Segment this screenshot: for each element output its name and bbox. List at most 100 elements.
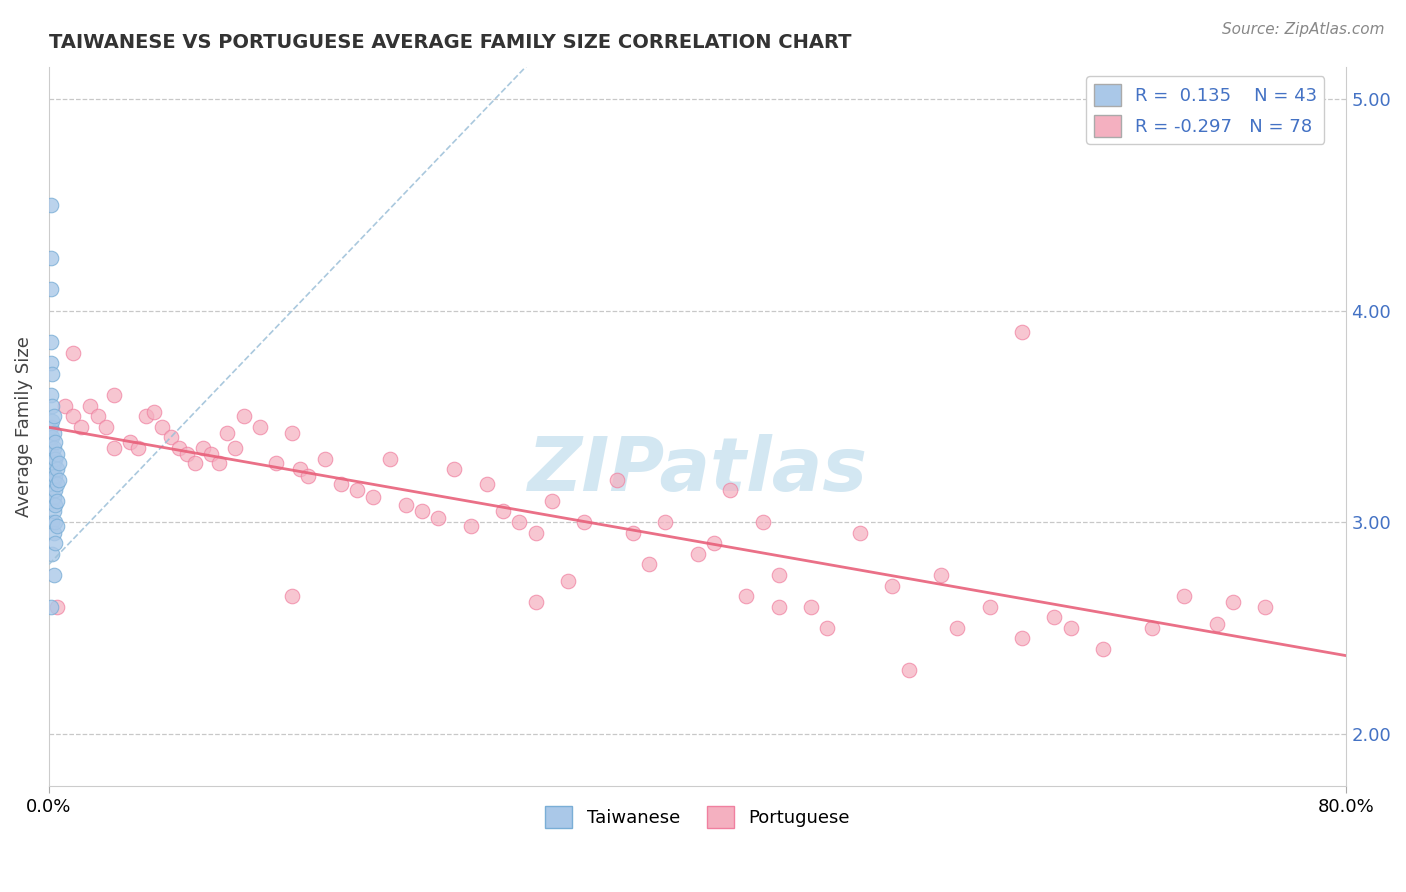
Point [492,504,515,518]
Point [135,409,157,424]
Point [443,462,465,476]
Point [42,456,65,470]
Point [508,515,530,529]
Point [329,477,352,491]
Point [70,420,93,434]
Point [540,494,562,508]
Point [224,441,246,455]
Point [1254,599,1277,614]
Point [897,663,920,677]
Point [39,473,62,487]
Point [638,558,661,572]
Point [395,498,418,512]
Point [42,490,65,504]
Point [427,511,450,525]
Point [208,456,231,470]
Point [200,447,222,461]
Legend: Taiwanese, Portuguese: Taiwanese, Portuguese [538,798,858,835]
Point [1092,642,1115,657]
Point [46,519,69,533]
Point [249,420,271,434]
Point [42,525,65,540]
Point [217,426,239,441]
Point [42,473,65,487]
Point [654,515,676,529]
Point [46,494,69,508]
Point [882,578,904,592]
Point [363,490,385,504]
Point [1140,621,1163,635]
Point [184,456,207,470]
Point [1173,589,1195,603]
Point [41,462,63,476]
Point [41,367,63,381]
Point [815,621,838,635]
Point [281,426,304,441]
Point [103,441,125,455]
Point [46,477,69,491]
Point [120,434,142,449]
Point [42,568,65,582]
Point [751,515,773,529]
Point [152,420,174,434]
Point [46,462,69,476]
Point [572,515,595,529]
Point [39,441,62,455]
Point [39,335,62,350]
Point [297,468,319,483]
Point [48,456,70,470]
Y-axis label: Average Family Size: Average Family Size [15,336,32,517]
Point [264,456,287,470]
Point [686,547,709,561]
Point [44,483,66,498]
Point [768,599,790,614]
Point [39,356,62,370]
Point [41,547,63,561]
Point [127,441,149,455]
Point [41,413,63,427]
Point [524,525,547,540]
Point [524,595,547,609]
Point [48,473,70,487]
Point [232,409,254,424]
Point [39,388,62,402]
Point [41,430,63,444]
Point [849,525,872,540]
Point [41,515,63,529]
Text: ZIPatlas: ZIPatlas [527,434,868,507]
Point [46,599,69,614]
Point [606,473,628,487]
Point [929,568,952,582]
Point [159,430,181,444]
Point [41,477,63,491]
Point [768,568,790,582]
Point [290,462,312,476]
Point [39,198,62,212]
Point [475,477,498,491]
Point [86,409,108,424]
Point [1205,616,1227,631]
Point [79,399,101,413]
Text: TAIWANESE VS PORTUGUESE AVERAGE FAMILY SIZE CORRELATION CHART: TAIWANESE VS PORTUGUESE AVERAGE FAMILY S… [49,33,852,52]
Point [800,599,823,614]
Point [176,447,198,461]
Point [346,483,368,498]
Point [1060,621,1083,635]
Point [191,441,214,455]
Point [314,451,336,466]
Point [411,504,433,518]
Point [41,494,63,508]
Point [703,536,725,550]
Point [94,420,117,434]
Point [39,420,62,434]
Point [1011,632,1033,646]
Point [44,451,66,466]
Point [621,525,644,540]
Point [378,451,401,466]
Point [460,519,482,533]
Point [41,399,63,413]
Point [44,515,66,529]
Point [42,426,65,441]
Point [103,388,125,402]
Point [42,504,65,518]
